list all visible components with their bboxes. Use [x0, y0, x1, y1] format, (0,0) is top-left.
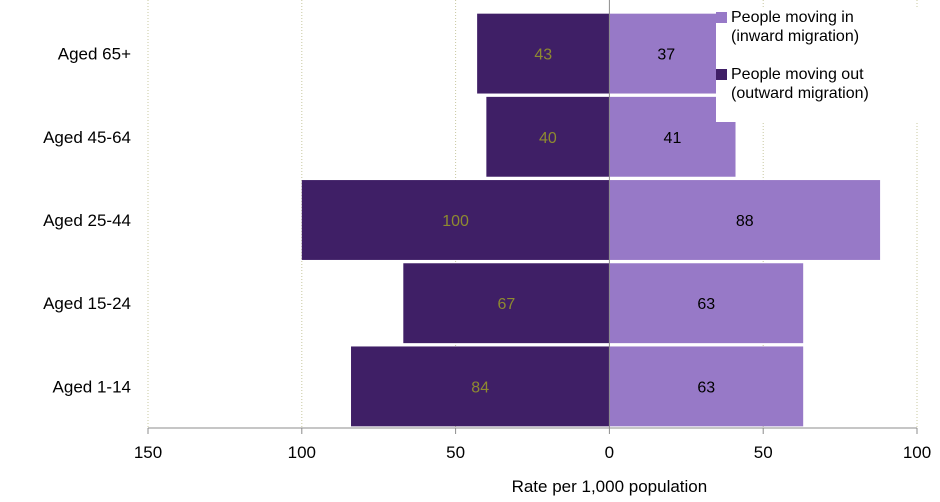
legend-label-inward-line1: People moving in [731, 9, 854, 26]
legend-label-outward-line1: People moving out [731, 66, 864, 83]
legend-label-inward: People moving in (inward migration) [731, 8, 859, 46]
legend-item-inward: People moving in (inward migration) [716, 8, 938, 46]
data-label-outward-0: 43 [534, 47, 552, 64]
bar-inward-1 [609, 96, 736, 177]
data-label-inward-3: 63 [697, 296, 715, 313]
legend-label-outward-line2: (outward migration) [731, 85, 869, 102]
bar-inward-3 [609, 263, 804, 344]
bar-outward-3 [403, 263, 610, 344]
legend-item-outward: People moving out (outward migration) [716, 65, 938, 103]
x-tick-label-5: 100 [903, 443, 931, 462]
data-labels: 43 37 40 41 100 88 67 63 84 63 [442, 47, 753, 397]
legend-swatch-inward [716, 12, 727, 23]
bars [301, 13, 881, 427]
x-tick-label-0: 150 [134, 443, 162, 462]
legend-label-inward-line2: (inward migration) [731, 28, 860, 45]
legend-label-outward: People moving out (outward migration) [731, 65, 869, 103]
legend: People moving in (inward migration) Peop… [716, 8, 938, 122]
data-label-inward-1: 41 [664, 130, 682, 147]
axes: Aged 65+ Aged 45-64 Aged 25-44 Aged 15-24 Ag… [43, 0, 931, 496]
legend-swatch-outward [716, 69, 727, 80]
category-label-1: Aged 45-64 [43, 128, 131, 147]
x-tick-label-4: 50 [754, 443, 773, 462]
data-label-outward-3: 67 [497, 296, 515, 313]
data-label-inward-4: 63 [697, 379, 715, 396]
x-tick-label-1: 100 [288, 443, 316, 462]
x-tick-label-2: 50 [446, 443, 465, 462]
category-label-3: Aged 15-24 [43, 294, 131, 313]
data-label-outward-4: 84 [471, 379, 489, 396]
bar-inward-2 [609, 180, 881, 260]
bar-outward-2 [301, 180, 610, 260]
bar-outward-0 [477, 13, 610, 94]
category-label-0: Aged 65+ [58, 45, 131, 64]
x-axis-title: Rate per 1,000 population [512, 477, 708, 496]
category-label-2: Aged 25-44 [43, 211, 131, 230]
bar-outward-4 [351, 346, 610, 427]
data-label-outward-2: 100 [442, 213, 469, 230]
bar-inward-0 [609, 13, 724, 94]
x-tick-label-3: 0 [605, 443, 614, 462]
data-label-inward-0: 37 [657, 47, 675, 64]
bar-outward-1 [486, 96, 610, 177]
category-label-4: Aged 1-14 [53, 377, 131, 396]
data-label-inward-2: 88 [736, 213, 754, 230]
bar-inward-4 [609, 346, 804, 427]
data-label-outward-1: 40 [539, 130, 557, 147]
